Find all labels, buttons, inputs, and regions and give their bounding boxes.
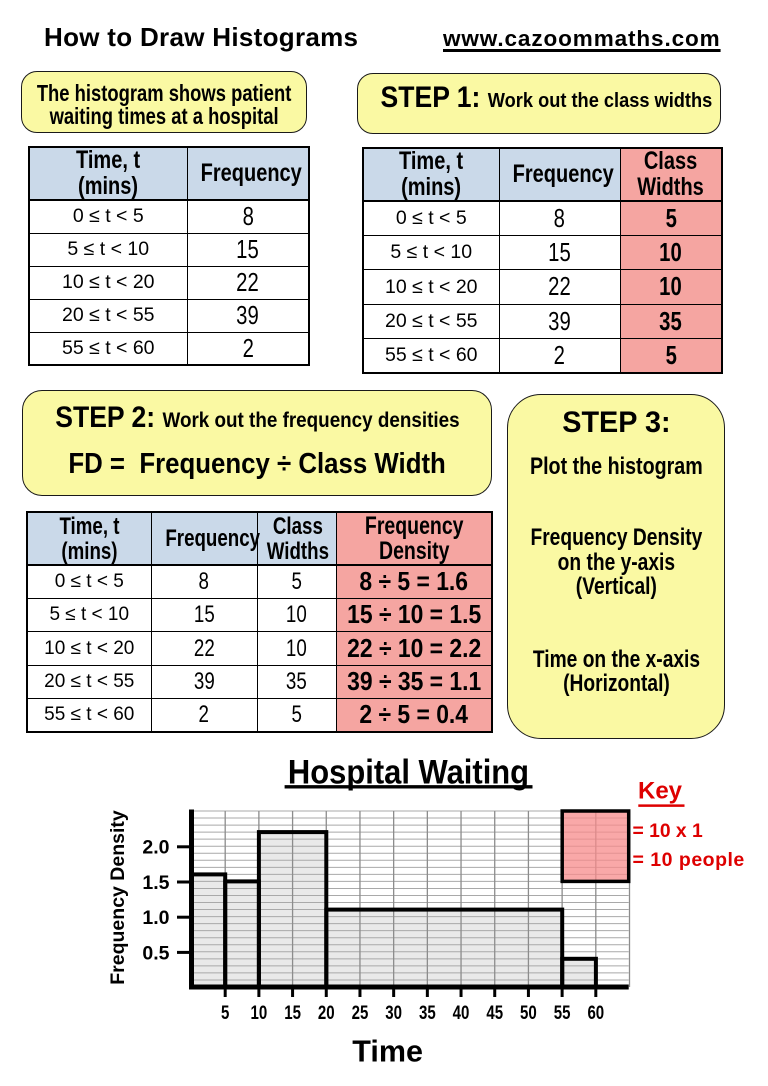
svg-text:50: 50 bbox=[520, 1001, 537, 1023]
svg-text:20: 20 bbox=[318, 1001, 335, 1023]
svg-text:40: 40 bbox=[453, 1001, 470, 1023]
svg-text:60: 60 bbox=[587, 1001, 604, 1023]
svg-text:1.5: 1.5 bbox=[142, 872, 169, 894]
svg-text:15: 15 bbox=[284, 1001, 301, 1023]
svg-text:1.0: 1.0 bbox=[142, 907, 169, 929]
svg-text:5: 5 bbox=[221, 1001, 230, 1023]
svg-text:55: 55 bbox=[554, 1001, 571, 1023]
svg-text:Time: Time bbox=[352, 1034, 423, 1068]
svg-text:= 10 people: = 10 people bbox=[633, 849, 745, 871]
svg-text:0.5: 0.5 bbox=[142, 942, 169, 964]
svg-text:Key: Key bbox=[638, 778, 683, 805]
svg-text:25: 25 bbox=[352, 1001, 369, 1023]
svg-text:Frequency Density: Frequency Density bbox=[107, 810, 129, 985]
svg-text:2.0: 2.0 bbox=[142, 837, 169, 859]
svg-text:Hospital Waiting: Hospital Waiting bbox=[288, 753, 529, 791]
svg-text:45: 45 bbox=[486, 1001, 503, 1023]
svg-text:35: 35 bbox=[419, 1001, 436, 1023]
svg-text:= 10 x 1: = 10 x 1 bbox=[633, 821, 704, 842]
svg-text:10: 10 bbox=[251, 1001, 268, 1023]
svg-text:30: 30 bbox=[385, 1001, 402, 1023]
